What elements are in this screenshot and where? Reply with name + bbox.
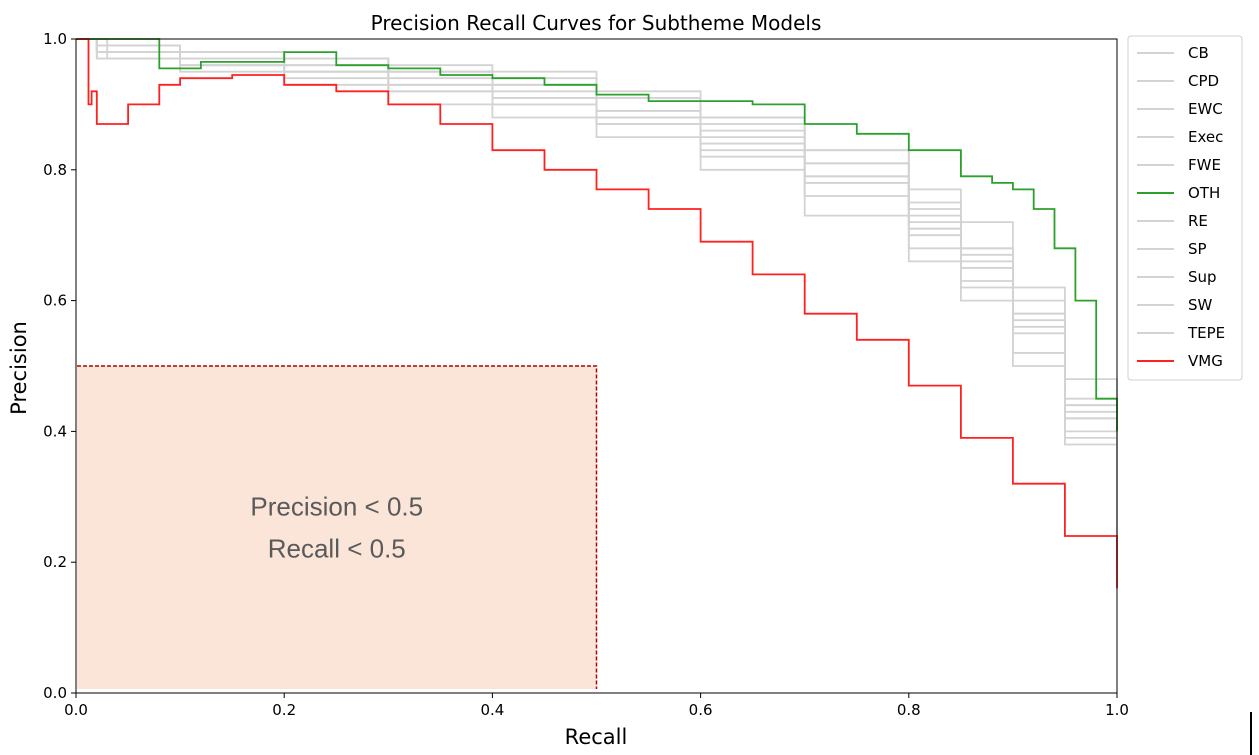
legend-label-sp: SP <box>1188 240 1207 258</box>
annotation-rect <box>77 366 597 689</box>
series-line-oth <box>76 38 1118 432</box>
x-tick-label: 1.0 <box>1105 701 1129 719</box>
legend-label-fwe: FWE <box>1188 156 1221 174</box>
x-tick-label: 0.2 <box>272 701 296 719</box>
edge-marker <box>1250 712 1252 755</box>
x-tick-label: 0.8 <box>897 701 921 719</box>
annotation-region: Precision < 0.5 Recall < 0.5 <box>77 365 598 689</box>
legend-label-ewc: EWC <box>1188 100 1223 118</box>
x-axis-title: Recall <box>565 725 628 749</box>
legend-label-tepe: TEPE <box>1187 324 1225 342</box>
legend-label-vmg: VMG <box>1188 352 1223 370</box>
y-tick-label: 1.0 <box>43 30 67 48</box>
legend-label-oth: OTH <box>1188 184 1220 202</box>
annotation-text-precision: Precision < 0.5 <box>250 492 423 522</box>
y-axis-title: Precision <box>7 321 31 415</box>
annotation-text-recall: Recall < 0.5 <box>268 534 406 564</box>
y-tick-label: 0.8 <box>43 161 67 179</box>
series-line-vmg <box>76 38 1118 589</box>
plot-frame <box>75 38 1118 694</box>
y-tick-label: 0.0 <box>43 684 67 702</box>
y-tick-label: 0.2 <box>43 553 67 571</box>
legend: CB CPD EWC Exec FWE OTH RE SP Sup SW TEPE VMG <box>1127 35 1243 381</box>
series-layer <box>76 38 1118 589</box>
legend-box <box>1127 35 1243 381</box>
y-tick-label: 0.4 <box>43 422 67 440</box>
legend-label-cb: CB <box>1188 44 1209 62</box>
x-tick-label: 0.6 <box>689 701 713 719</box>
y-tick-label: 0.6 <box>43 292 67 310</box>
series-line-tepe <box>76 38 1118 497</box>
chart-title: Precision Recall Curves for Subtheme Mod… <box>371 11 822 35</box>
x-tick-label: 0.4 <box>480 701 504 719</box>
legend-label-sup: Sup <box>1188 268 1217 286</box>
x-axis-ticks: 0.0 0.2 0.4 0.6 0.8 1.0 <box>64 693 1129 719</box>
legend-label-cpd: CPD <box>1188 72 1219 90</box>
legend-label-re: RE <box>1188 212 1208 230</box>
legend-label-exec: Exec <box>1188 128 1223 146</box>
annotation-border <box>77 365 598 689</box>
y-axis-ticks: 0.0 0.2 0.4 0.6 0.8 1.0 <box>43 30 76 702</box>
x-tick-label: 0.0 <box>64 701 88 719</box>
legend-label-sw: SW <box>1188 296 1213 314</box>
